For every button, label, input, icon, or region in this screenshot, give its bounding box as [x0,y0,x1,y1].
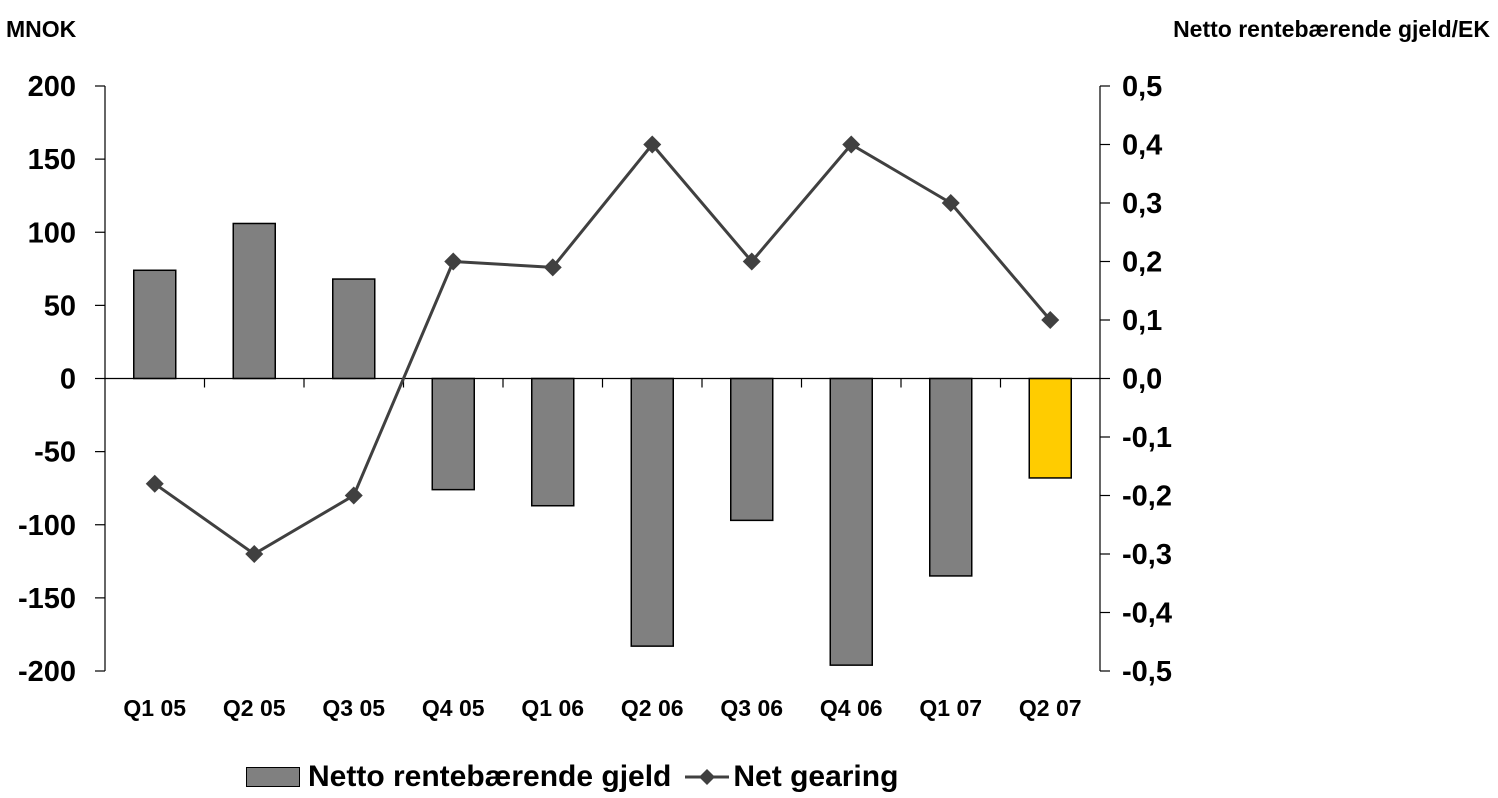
net-gearing-point [444,252,463,271]
right-tick-label: -0,3 [1122,539,1172,571]
legend-line-label: Net gearing [733,760,899,793]
legend-bar-label: Netto rentebærende gjeld [308,760,672,793]
net-gearing-point [842,135,861,154]
left-tick-label: 50 [44,290,76,322]
right-tick-label: 0,2 [1122,247,1162,279]
category-label: Q2 06 [621,695,684,721]
category-label: Q1 07 [919,695,982,721]
category-label: Q1 06 [521,695,584,721]
bar [829,377,873,666]
right-tick-label: -0,1 [1122,422,1172,454]
left-tick-label: 150 [28,144,76,176]
net-gearing-point [245,545,264,563]
bar [332,278,376,380]
left-tick-label: -50 [34,437,76,469]
legend-bar-swatch [246,767,300,787]
line-series [145,135,1060,563]
bar [929,377,973,577]
category-label: Q4 05 [422,695,485,721]
bar [133,269,177,380]
bar [531,377,575,507]
net-gearing-point [543,258,562,277]
left-tick-label: 200 [28,71,76,103]
right-tick-label: -0,4 [1122,598,1172,630]
left-tick-label: 0 [60,364,76,396]
category-label: Q3 06 [720,695,783,721]
net-gearing-point [941,194,960,212]
net-gearing-point [742,252,761,271]
bar [630,377,674,647]
category-label: Q1 05 [123,695,186,721]
bar [1028,377,1072,479]
category-label: Q4 06 [820,695,883,721]
right-axis-unit-label: Netto rentebærende gjeld/EK [1173,16,1490,42]
right-tick-label: 0,1 [1122,305,1162,337]
left-axis-unit-label: MNOK [6,16,77,42]
legend: Netto rentebærende gjeld Net gearing [246,760,898,794]
net-gearing-line [153,143,1052,556]
left-tick-label: -100 [18,510,76,542]
net-gearing-point [1041,311,1060,329]
right-tick-label: -0,2 [1122,481,1172,513]
right-tick-label: 0,4 [1122,130,1162,162]
axes [95,85,1110,672]
right-tick-label: 0,0 [1122,364,1162,396]
net-gearing-point [145,474,164,493]
category-label: Q2 05 [223,695,286,721]
left-tick-label: -150 [18,583,76,615]
category-label: Q3 05 [322,695,385,721]
right-tick-label: -0,5 [1122,656,1172,688]
net-gearing-point [643,135,662,154]
net-gearing-point [344,486,363,505]
left-tick-label: -200 [18,656,76,688]
right-tick-label: 0,3 [1122,188,1162,220]
category-label: Q2 07 [1019,695,1082,721]
left-tick-label: 100 [28,217,76,249]
legend-line-swatch [685,769,730,785]
tick-labels: 200 150 100 50 0 -50 -100 -150 -200 0,5 0,4 0,3 0,2 0… [18,71,1172,721]
bar [431,377,475,491]
right-tick-label: 0,5 [1122,71,1162,103]
bar-series [133,222,1072,666]
bar [232,222,276,380]
bar [730,377,774,522]
